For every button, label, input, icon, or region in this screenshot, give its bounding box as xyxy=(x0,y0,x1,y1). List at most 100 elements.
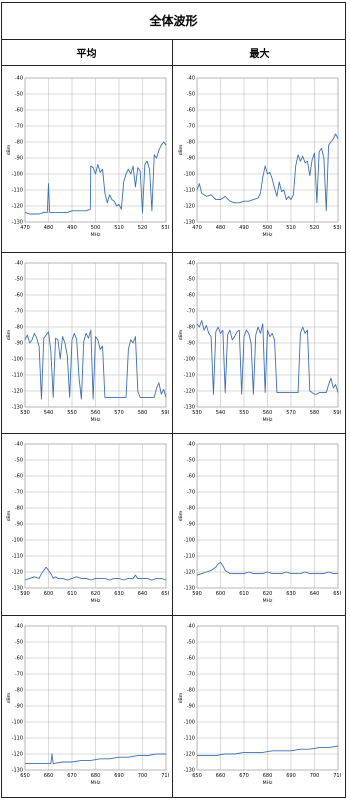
y-tick-label: -80 xyxy=(187,140,195,146)
series-line xyxy=(197,745,339,757)
x-tick-label: 650 xyxy=(333,591,341,597)
y-tick-label: -40 xyxy=(187,442,195,448)
chart-max-590-650: -40 -50 -60 -70 -80 -90 -100 -110 -120 -130 590 600… xyxy=(177,436,341,608)
y-tick-label: -70 xyxy=(187,124,195,130)
y-tick-label: -40 xyxy=(187,624,195,630)
y-tick-label: -110 xyxy=(184,373,195,379)
y-tick-label: -80 xyxy=(15,325,23,331)
y-tick-label: -50 xyxy=(15,640,23,646)
y-tick-label: -60 xyxy=(187,656,195,662)
chart-average-650-710: -40 -50 -60 -70 -80 -90 -100 -110 -120 -130 650 660… xyxy=(5,618,169,790)
y-tick-label: -110 xyxy=(12,554,23,560)
row-divider xyxy=(1,252,346,253)
page-title: 全体波形 xyxy=(1,2,346,40)
x-tick-label: 510 xyxy=(114,225,124,231)
x-tick-label: 650 xyxy=(161,591,169,597)
x-tick-label: 650 xyxy=(20,773,30,779)
y-tick-label: -50 xyxy=(187,277,195,283)
y-tick-label: -80 xyxy=(187,688,195,694)
y-tick-label: -100 xyxy=(12,538,23,544)
series-line xyxy=(196,561,338,576)
x-axis-label: MHz xyxy=(263,598,273,604)
x-tick-label: 490 xyxy=(239,225,249,231)
x-tick-label: 480 xyxy=(216,225,226,231)
y-tick-label: -40 xyxy=(15,442,23,448)
x-tick-label: 710 xyxy=(333,773,341,779)
x-axis-label: MHz xyxy=(91,780,101,786)
series-line xyxy=(24,141,167,215)
x-tick-label: 530 xyxy=(161,225,169,231)
y-tick-label: -100 xyxy=(12,357,23,363)
y-axis-label: dBm xyxy=(6,692,12,703)
y-tick-label: -90 xyxy=(187,341,195,347)
x-tick-label: 520 xyxy=(138,225,148,231)
x-tick-label: 680 xyxy=(263,773,273,779)
x-tick-label: 570 xyxy=(286,410,296,416)
x-tick-label: 630 xyxy=(286,591,296,597)
y-tick-label: -110 xyxy=(12,373,23,379)
chart-average-590-650: -40 -50 -60 -70 -80 -90 -100 -110 -120 -130 590 600… xyxy=(5,436,169,608)
x-tick-label: 700 xyxy=(310,773,320,779)
y-tick-label: -130 xyxy=(12,220,23,226)
y-tick-label: -100 xyxy=(12,172,23,178)
y-tick-label: -70 xyxy=(15,124,23,130)
y-tick-label: -100 xyxy=(184,172,195,178)
y-tick-label: -70 xyxy=(15,490,23,496)
y-tick-label: -40 xyxy=(187,76,195,82)
x-tick-label: 470 xyxy=(20,225,30,231)
column-header-max: 最大 xyxy=(173,40,346,66)
y-tick-label: -110 xyxy=(184,736,195,742)
series-line xyxy=(196,133,339,212)
y-axis-label: dBm xyxy=(178,692,184,703)
y-tick-label: -100 xyxy=(12,720,23,726)
x-tick-label: 590 xyxy=(192,591,202,597)
x-tick-label: 600 xyxy=(216,591,226,597)
x-axis-label: MHz xyxy=(91,417,101,423)
y-tick-label: -130 xyxy=(184,586,195,592)
y-tick-label: -130 xyxy=(12,405,23,411)
x-tick-label: 610 xyxy=(239,591,249,597)
x-tick-label: 590 xyxy=(333,410,341,416)
y-tick-label: -80 xyxy=(187,325,195,331)
y-tick-label: -50 xyxy=(187,92,195,98)
y-tick-label: -40 xyxy=(15,261,23,267)
series-line xyxy=(196,320,339,395)
x-tick-label: 590 xyxy=(161,410,169,416)
y-tick-label: -80 xyxy=(187,506,195,512)
x-tick-label: 470 xyxy=(192,225,202,231)
x-tick-label: 670 xyxy=(67,773,77,779)
chart-average-530-590: -40 -50 -60 -70 -80 -90 -100 -110 -120 -130 530 540… xyxy=(5,255,169,427)
y-tick-label: -110 xyxy=(184,554,195,560)
x-tick-label: 560 xyxy=(263,410,273,416)
y-tick-label: -50 xyxy=(187,458,195,464)
y-tick-label: -100 xyxy=(184,538,195,544)
y-tick-label: -130 xyxy=(184,220,195,226)
y-tick-label: -120 xyxy=(12,389,23,395)
y-tick-label: -80 xyxy=(15,688,23,694)
row-divider xyxy=(1,433,346,434)
y-tick-label: -90 xyxy=(15,522,23,528)
y-tick-label: -70 xyxy=(15,672,23,678)
x-tick-label: 670 xyxy=(239,773,249,779)
y-tick-label: -120 xyxy=(12,204,23,210)
y-tick-label: -40 xyxy=(15,624,23,630)
y-axis-label: dBm xyxy=(178,329,184,340)
x-tick-label: 540 xyxy=(44,410,54,416)
x-tick-label: 640 xyxy=(138,591,148,597)
x-tick-label: 660 xyxy=(216,773,226,779)
y-tick-label: -60 xyxy=(187,108,195,114)
x-tick-label: 520 xyxy=(310,225,320,231)
y-tick-label: -130 xyxy=(184,768,195,774)
x-axis-label: MHz xyxy=(91,598,101,604)
y-axis-label: dBm xyxy=(6,510,12,521)
x-tick-label: 680 xyxy=(91,773,101,779)
y-tick-label: -60 xyxy=(15,293,23,299)
x-tick-label: 480 xyxy=(44,225,54,231)
column-header-average: 平均 xyxy=(1,40,172,66)
x-tick-label: 560 xyxy=(91,410,101,416)
